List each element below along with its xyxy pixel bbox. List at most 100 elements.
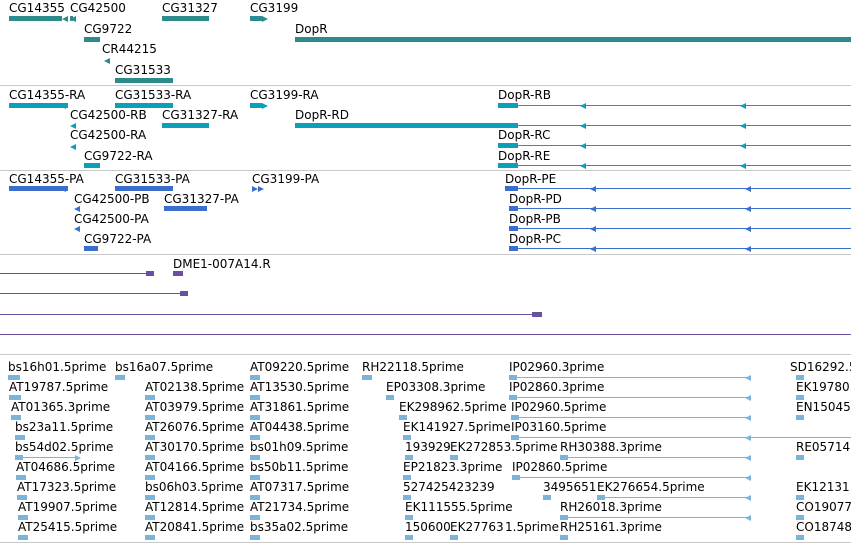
feature-label: DopR-RD (295, 108, 349, 122)
feature-intron-line (518, 145, 851, 146)
feature-label: AT07317.5prime (250, 480, 350, 494)
strand-left-arrow-icon (70, 16, 76, 22)
feature-exon-bar (250, 475, 260, 480)
feature-label: CG9722 (84, 22, 133, 36)
feature-label: 3495651 (543, 480, 597, 494)
feature-label: IP02960.5prime (511, 400, 607, 414)
feature-label: AT26076.5prime (145, 420, 245, 434)
feature-label: CR44215 (102, 42, 157, 56)
feature-label: EK27763 (450, 520, 504, 534)
feature-label: IP02860.3prime (509, 380, 605, 394)
feature-exon-bar (180, 291, 188, 296)
strand-left-arrow-icon (740, 143, 746, 149)
feature-label: AT20841.5prime (145, 520, 245, 534)
feature-exon-bar (796, 535, 804, 540)
strand-right-arrow-icon (262, 16, 268, 22)
strand-left-arrow-icon (62, 16, 68, 22)
feature-exon-bar (145, 535, 155, 540)
track-genes: CG14355 CG42500 CG31327 CG3199 CG9722 DopR CR4… (0, 0, 851, 86)
strand-left-arrow-icon (70, 144, 76, 150)
feature-exon-bar (15, 435, 25, 440)
strand-left-arrow-icon (745, 246, 751, 252)
feature-exon-bar (145, 515, 155, 520)
feature-exon-bar (511, 415, 519, 420)
feature-label: 150600 (405, 520, 451, 534)
feature-exon-bar (145, 415, 155, 420)
strand-right-arrow-icon (252, 186, 258, 192)
feature-label: bs54d02.5prime (15, 440, 114, 454)
feature-label: AT13530.5prime (250, 380, 350, 394)
feature-intron-line (23, 457, 75, 458)
track-alignments: DME1-007A14.R (0, 255, 851, 355)
feature-intron-line (518, 105, 851, 106)
feature-exon-bar (84, 163, 100, 168)
feature-exon-bar (509, 226, 518, 231)
feature-label: 527425423239 (403, 480, 495, 494)
strand-left-arrow-icon (745, 415, 751, 421)
feature-label: DopR-PB (509, 212, 561, 226)
feature-intron-line (0, 293, 180, 294)
feature-label: DopR-RB (498, 88, 551, 102)
feature-label: DopR (295, 22, 328, 36)
feature-label: AT17323.5prime (17, 480, 117, 494)
feature-label: bs01h09.5prime (250, 440, 349, 454)
feature-label: AT25415.5prime (18, 520, 118, 534)
strand-left-arrow-icon (745, 455, 751, 461)
feature-label: DopR-PC (509, 232, 561, 246)
feature-exon-bar (450, 535, 458, 540)
feature-exon-bar (405, 455, 413, 460)
feature-exon-bar (505, 186, 518, 191)
feature-exon-bar (509, 246, 518, 251)
feature-label: EK111555.5prime (405, 500, 513, 514)
track-separator (0, 170, 851, 171)
feature-exon-bar (399, 415, 407, 420)
feature-intron-line (519, 417, 749, 418)
strand-left-arrow-icon (580, 103, 586, 109)
strand-left-arrow-icon (104, 58, 110, 64)
feature-exon-bar (250, 395, 260, 400)
feature-exon-bar (84, 37, 100, 42)
feature-label: DopR-RE (498, 149, 551, 163)
feature-exon-bar (250, 103, 262, 108)
strand-left-arrow-icon (580, 163, 586, 169)
strand-left-arrow-icon (745, 475, 751, 481)
strand-left-arrow-icon (590, 186, 596, 192)
feature-exon-bar (560, 535, 568, 540)
feature-label: CG31327-RA (162, 108, 239, 122)
feature-label: CG42500-PB (74, 192, 150, 206)
feature-label: CG9722-PA (84, 232, 152, 246)
feature-label: AT12814.5prime (145, 500, 245, 514)
track-proteins: CG14355-PA CG31533-PA CG3199-PA DopR-PE CG42… (0, 171, 851, 255)
feature-intron-line (517, 377, 749, 378)
feature-label: CG42500-RA (70, 128, 147, 142)
feature-exon-bar (15, 455, 23, 460)
feature-label: DopR-RC (498, 128, 551, 142)
feature-label: CG9722-RA (84, 149, 153, 163)
strand-left-arrow-icon (740, 163, 746, 169)
feature-intron-line (518, 248, 851, 249)
feature-label: AT02138.5prime (145, 380, 245, 394)
feature-exon-bar (450, 455, 458, 460)
feature-exon-bar (115, 103, 173, 108)
strand-left-arrow-icon (60, 186, 66, 192)
feature-label: AT04166.5prime (145, 460, 245, 474)
feature-label: AT01365.3prime (11, 400, 111, 414)
feature-exon-bar (250, 495, 260, 500)
feature-label: CG14355-PA (9, 172, 84, 186)
feature-intron-line (0, 334, 851, 335)
feature-label: 1.5prime (505, 520, 560, 534)
feature-exon-bar (146, 271, 154, 276)
feature-exon-bar (115, 186, 173, 191)
feature-intron-line (568, 517, 748, 518)
feature-label: AT04686.5prime (16, 460, 116, 474)
feature-label: CG3199-PA (252, 172, 320, 186)
track-separator (0, 254, 851, 255)
feature-exon-bar (162, 123, 209, 128)
feature-exon-bar (532, 312, 542, 317)
feature-exon-bar (145, 455, 155, 460)
strand-left-arrow-icon (745, 186, 751, 192)
feature-exon-bar (250, 415, 260, 420)
feature-exon-bar (403, 495, 411, 500)
feature-label: CG31327-PA (164, 192, 239, 206)
